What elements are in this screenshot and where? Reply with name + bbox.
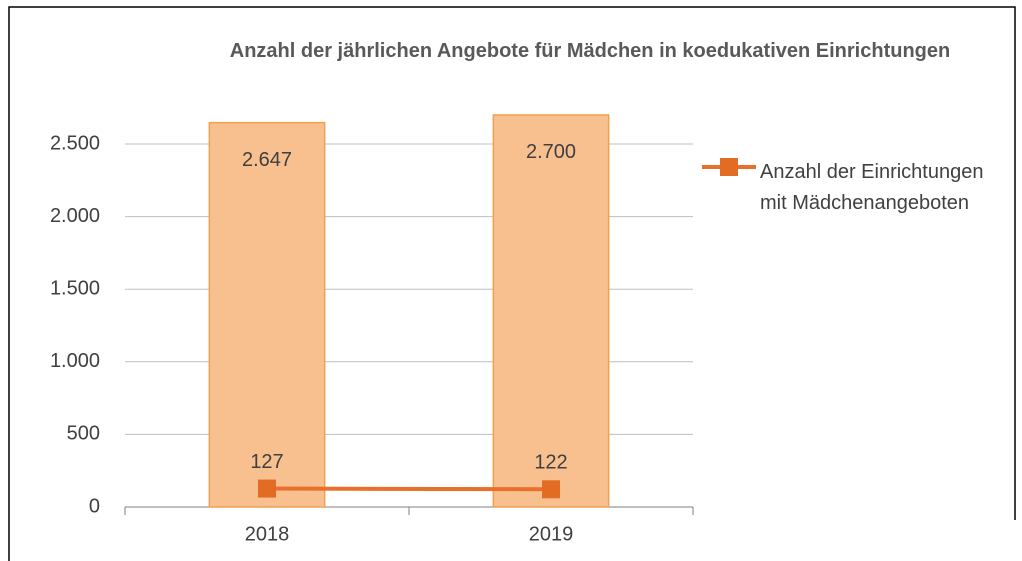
y-tick-label: 2.000 bbox=[50, 205, 100, 227]
bar bbox=[492, 114, 610, 508]
bar bbox=[208, 121, 326, 508]
frame bbox=[8, 6, 1016, 561]
y-tick-label: 1.000 bbox=[50, 350, 100, 372]
x-tick-label: 2019 bbox=[529, 523, 574, 545]
x-tick-label: 2018 bbox=[245, 523, 290, 545]
y-tick-label: 1.500 bbox=[50, 277, 100, 299]
value-label: 127 bbox=[250, 451, 283, 473]
legend-label: Anzahl der Einrichtungen mit Mädchenange… bbox=[760, 161, 984, 214]
value-label: 2.647 bbox=[242, 149, 292, 171]
chart-title: Anzahl der jährlichen Angebote für Mädch… bbox=[229, 40, 951, 62]
line-marker bbox=[542, 480, 560, 499]
line-marker bbox=[258, 479, 276, 498]
line bbox=[266, 486, 552, 492]
y-tick-label: 0 bbox=[89, 495, 100, 517]
y-tick-label: 500 bbox=[67, 423, 100, 445]
value-label: 122 bbox=[534, 452, 567, 474]
value-label: 2.700 bbox=[526, 141, 576, 163]
y-tick-label: 2.500 bbox=[50, 132, 100, 154]
legend-marker bbox=[720, 158, 738, 176]
